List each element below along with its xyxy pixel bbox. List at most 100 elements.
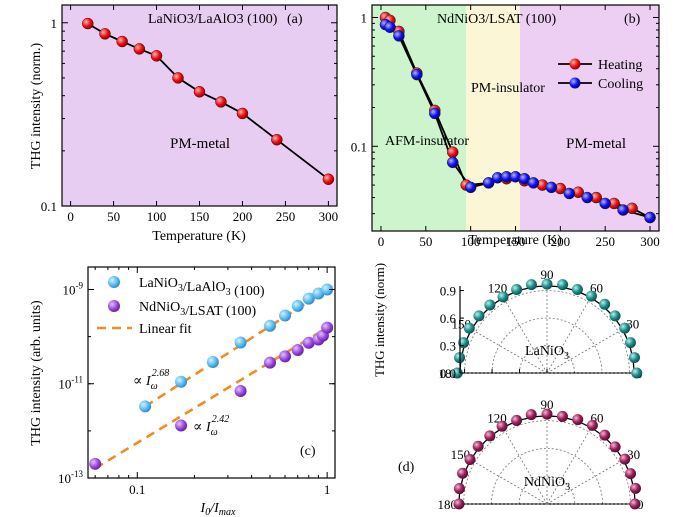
panel-b-label: (b) (624, 12, 641, 27)
panel-b-point-cooling (581, 191, 593, 204)
panel-a-ytick-label: 1 (51, 16, 58, 31)
panel-c-point-series-1 (139, 400, 152, 413)
polar-angle-label: 30 (627, 447, 640, 462)
panel-b-point-cooling (545, 181, 558, 194)
polar-spoke (470, 459, 548, 505)
polar-radial-axis-label: 0.6 (440, 311, 457, 326)
panel-c-ytick-label: 10-11 (58, 375, 83, 392)
polar-point (571, 284, 583, 296)
panel-a-xlabel: Temperature (K) (152, 229, 246, 244)
panel-b-point-cooling (527, 177, 540, 189)
polar-point (464, 454, 476, 466)
panel-a-point (116, 35, 128, 48)
panel-c-legend-label: LaNiO3/LaAlO3 (100) (139, 276, 265, 299)
polar-radial-axis-label: 0.0 (440, 366, 456, 381)
polar-point (557, 279, 569, 291)
panel-b-point-cooling (563, 187, 576, 200)
panel-c-frame (87, 266, 336, 479)
panel-c-point-series-2 (291, 343, 304, 356)
panel-a-ytick-label: 0.1 (41, 199, 57, 214)
panel-a-xtick-label: 0 (67, 209, 74, 224)
panel-c-point-series-2 (175, 419, 188, 432)
panel-b-region-pmi: PM-insulator (471, 81, 545, 96)
panel-b-legend: Heating Cooling (558, 58, 643, 92)
panel-c-point-series-1 (234, 336, 247, 349)
panel-c-point-series-2 (89, 457, 102, 470)
legend-label-cooling: Cooling (598, 77, 643, 92)
polar-point (628, 352, 640, 364)
panel-c-xtick-label: 0.1 (129, 482, 145, 497)
panel-b-point-cooling (599, 197, 611, 210)
panel-c-xtick-label: 1 (324, 482, 331, 497)
polar-plot-lanio3: 0306090120150180LaNiO30.00.30.60.9 (439, 267, 643, 381)
polar-point (586, 419, 598, 431)
panel-a-point (150, 50, 163, 62)
panel-b-region-afm: AFM-insulator (385, 134, 469, 149)
panel-c-point-series-2 (234, 385, 247, 398)
panel-a-point (99, 28, 111, 40)
polar-point (484, 299, 496, 311)
panel-b-xtick-label: 200 (551, 234, 571, 249)
panel-c-legend-marker (108, 300, 120, 312)
polar-point (629, 482, 641, 494)
panel-c-ylabel: THG intensity (arb. units) (29, 300, 44, 446)
panel-a-point (215, 96, 227, 108)
polar-point (599, 429, 611, 441)
polar-point (619, 322, 631, 334)
panel-d-ylabel: THG intensity (norm) (372, 263, 387, 377)
panel-c-legend: LaNiO3/LaAlO3 (100)NdNiO3/LSAT (100) Line… (97, 276, 265, 337)
polar-spoke (471, 329, 548, 374)
panel-a-xtick-label: 250 (276, 209, 296, 224)
panel-c-marks (89, 283, 334, 470)
polar-point (599, 298, 611, 310)
panel-b-point-cooling (411, 68, 423, 81)
panel-b-ytick-label: 0.1 (351, 139, 367, 154)
panel-b: 0 50 100 150 200 250 300 0.1 1 NdNiO3/LSAT (100)… (351, 4, 660, 249)
panel-a-point (133, 43, 146, 55)
panel-b-xtick-label: 150 (506, 234, 526, 249)
panel-a-region-label: PM-metal (170, 136, 230, 152)
legend-label-heating: Heating (598, 58, 642, 73)
polar-point (631, 367, 643, 379)
polar-point (497, 291, 509, 303)
polar-point (457, 467, 469, 479)
polar-angle-label: 180 (438, 497, 458, 512)
polar-point (609, 310, 621, 322)
panel-c-legend-label: Linear fit (139, 322, 192, 337)
panel-b-xtick-label: 300 (640, 234, 660, 249)
polar-point (496, 420, 508, 432)
panel-c-point-series-1 (206, 355, 219, 368)
polar-angle-label: 90 (541, 267, 554, 282)
panel-a-marks (82, 17, 335, 185)
polar-point (511, 284, 523, 296)
panel-c-annotation-2: ∝ Iω2.42 (193, 414, 229, 438)
panel-c-point-series-2 (279, 350, 292, 363)
panel-b-marks (379, 11, 656, 224)
polar-point (556, 410, 568, 422)
panel-a-title: LaNiO3/LaAlO3 (100) (148, 12, 278, 27)
polar-point (463, 322, 475, 334)
legend-marker-heating (569, 58, 581, 70)
panel-b-xtick-label: 50 (419, 234, 432, 249)
polar-point (525, 409, 537, 421)
polar-point (453, 498, 465, 510)
panel-a-point (193, 86, 206, 98)
polar-grid-ring (491, 317, 603, 374)
panel-b-region (372, 5, 467, 231)
panel-b-region (466, 5, 520, 231)
polar-point (525, 279, 537, 291)
legend-marker-cooling (569, 77, 581, 89)
panel-c-point-series-1 (302, 292, 315, 305)
polar-spoke (503, 297, 548, 374)
panel-b-point-cooling (446, 156, 459, 169)
panel-d-label: (d) (398, 460, 415, 475)
polar-label: NdNiO3 (524, 475, 570, 493)
polar-point (484, 430, 496, 442)
panel-a-xtick-label: 50 (107, 209, 120, 224)
panel-b-point-cooling (393, 30, 405, 42)
panel-b-title: NdNiO3/LSAT (100) (437, 12, 556, 27)
polar-spoke (546, 329, 623, 374)
polar-point (453, 483, 465, 495)
panel-a-point (322, 173, 335, 185)
